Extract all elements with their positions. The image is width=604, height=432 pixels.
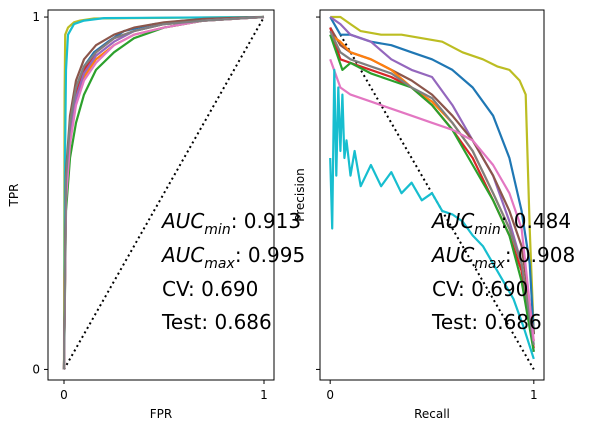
panel2-annotation-3: CV: 0.690: [432, 277, 528, 301]
panel2-x-tick-label-2: 1: [530, 388, 538, 402]
panel2-plot-area: [329, 15, 535, 370]
panel2-annotation-1-value: : 0.484: [501, 209, 571, 233]
panel2-annotation-2-value: : 0.908: [505, 243, 575, 267]
panel1-y-tick-label-2: 1: [32, 10, 40, 24]
panel1-series-line-9: [62, 15, 265, 370]
panel2-annotation-1-math: AUC: [430, 209, 474, 233]
panel1-x-axis-label: FPR: [150, 407, 172, 421]
panel1-x-tick-label-1: 0: [60, 388, 68, 402]
panel1-annotation-4: Test: 0.686: [161, 310, 272, 334]
panel2-annotation-2-math: AUC: [430, 243, 474, 267]
panel2-x-tick-label-1: 0: [326, 388, 334, 402]
panel1-annotation-1: AUCmin: 0.913: [160, 209, 301, 238]
panel1-annotation-2-value: : 0.995: [235, 243, 305, 267]
panel1-annotation-1-subscript: min: [204, 222, 230, 238]
panel2-axes-frame: [319, 9, 545, 381]
panel2-series-line-1: [330, 15, 535, 335]
panel1-x-tick-label-2: 1: [260, 388, 268, 402]
panel1-annotation-1-value: : 0.913: [231, 209, 301, 233]
panel2-annotation-2-subscript: max: [474, 256, 505, 272]
panel1-plot-area: [62, 15, 265, 370]
panel2-annotation-1-subscript: min: [474, 222, 500, 238]
panel1-axes-frame: [47, 9, 275, 381]
panel1-annotation-2-math: AUC: [160, 243, 204, 267]
panel2-annotation-2: AUCmax: 0.908: [430, 243, 575, 272]
panel2-y-axis-label: Precision: [293, 168, 307, 222]
panel2-series-line-3: [329, 16, 535, 352]
panel1-annotation-2-subscript: max: [204, 256, 235, 272]
panel2-series-line-7: [329, 34, 535, 352]
panel2-series-line-9: [329, 58, 535, 342]
panel2-annotation-1: AUCmin: 0.484: [430, 209, 571, 238]
panel2-series-line-10: [329, 68, 535, 360]
panel1-y-axis-label: TPR: [7, 184, 21, 208]
panel2-series-line-8: [329, 30, 535, 345]
panel1-annotation-3: CV: 0.690: [162, 277, 258, 301]
panel1-annotation-2: AUCmax: 0.995: [160, 243, 305, 272]
panel1-annotation-1-math: AUC: [160, 209, 204, 233]
panel2-x-axis-label: Recall: [414, 407, 450, 421]
panel1-series-line-10: [62, 15, 265, 370]
panel2-annotation-4: Test: 0.686: [431, 310, 542, 334]
panel1-y-tick-label-1: 0: [32, 362, 40, 376]
